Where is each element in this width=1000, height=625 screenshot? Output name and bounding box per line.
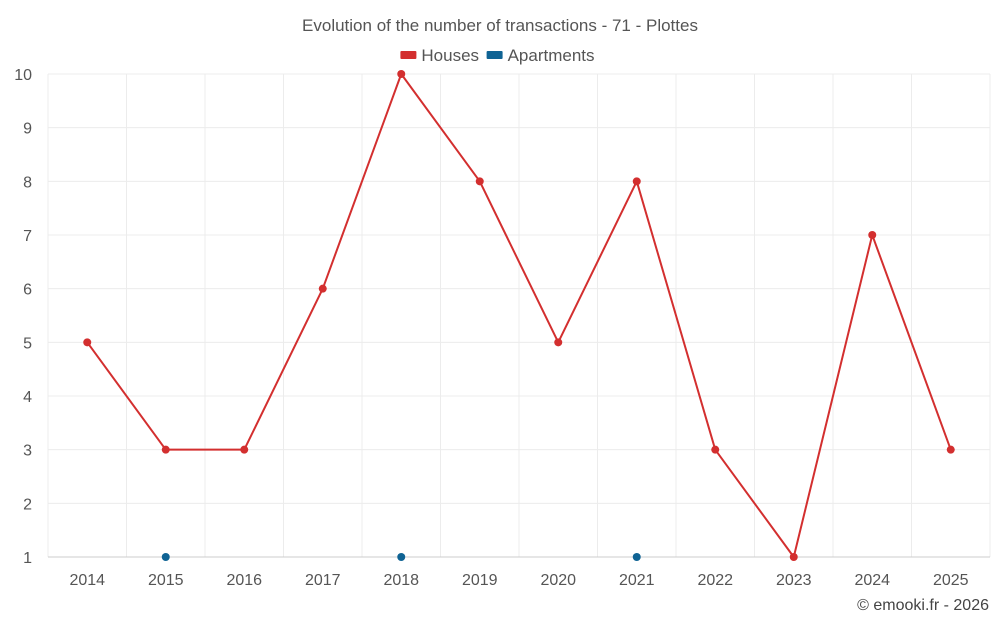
data-point-apartments[interactable] [161, 553, 170, 561]
y-tick-label: 9 [23, 121, 32, 138]
data-point-apartments[interactable] [397, 553, 406, 561]
grid [47, 73, 991, 557]
x-tick-label: 2021 [619, 572, 655, 589]
legend-item-houses[interactable]: Houses [400, 46, 479, 65]
legend-label: Apartments [508, 46, 595, 65]
data-point-houses[interactable] [83, 338, 92, 347]
x-tick-label: 2016 [226, 572, 262, 589]
data-point-houses[interactable] [475, 177, 484, 186]
legend-swatch [400, 51, 417, 59]
y-tick-label: 7 [23, 228, 32, 245]
chart-title: Evolution of the number of transactions … [302, 16, 698, 35]
axes: 1 2 3 4 5 6 7 8 9 10 2014 2015 2016 2017 2018 2019 2020 2… [14, 67, 990, 589]
data-point-houses[interactable] [946, 445, 955, 454]
series-houses [83, 70, 955, 561]
data-point-houses[interactable] [161, 445, 170, 454]
legend: Houses Apartments [400, 46, 595, 65]
series-apartments [161, 553, 641, 561]
y-tick-label: 6 [23, 282, 32, 299]
y-tick-label: 3 [23, 443, 32, 460]
series-line-houses [86, 73, 952, 558]
x-tick-label: 2020 [540, 572, 576, 589]
y-tick-label: 4 [23, 389, 32, 406]
data-point-houses[interactable] [397, 70, 406, 78]
data-point-apartments[interactable] [632, 553, 641, 561]
data-point-houses[interactable] [318, 284, 327, 293]
data-point-houses[interactable] [711, 445, 720, 454]
x-tick-label: 2018 [383, 572, 419, 589]
data-point-houses[interactable] [554, 338, 563, 347]
legend-swatch [486, 51, 503, 59]
x-tick-label: 2015 [148, 572, 184, 589]
series [83, 70, 955, 561]
x-tick-label: 2014 [69, 572, 105, 589]
data-point-houses[interactable] [868, 231, 877, 239]
x-tick-label: 2017 [305, 572, 341, 589]
data-point-houses[interactable] [240, 445, 249, 454]
y-tick-label: 10 [14, 67, 32, 84]
data-point-houses[interactable] [789, 553, 798, 561]
y-tick-label: 2 [23, 496, 32, 513]
x-tick-label: 2024 [854, 572, 890, 589]
x-tick-label: 2025 [933, 572, 969, 589]
x-tick-label: 2023 [776, 572, 812, 589]
y-tick-label: 5 [23, 335, 32, 352]
y-tick-label: 1 [23, 550, 32, 567]
credit: © emooki.fr - 2026 [857, 597, 989, 614]
legend-item-apartments[interactable]: Apartments [486, 46, 595, 65]
data-point-houses[interactable] [632, 177, 641, 186]
legend-label: Houses [421, 46, 479, 65]
y-tick-label: 8 [23, 174, 32, 191]
x-tick-label: 2022 [697, 572, 733, 589]
x-tick-label: 2019 [462, 572, 498, 589]
